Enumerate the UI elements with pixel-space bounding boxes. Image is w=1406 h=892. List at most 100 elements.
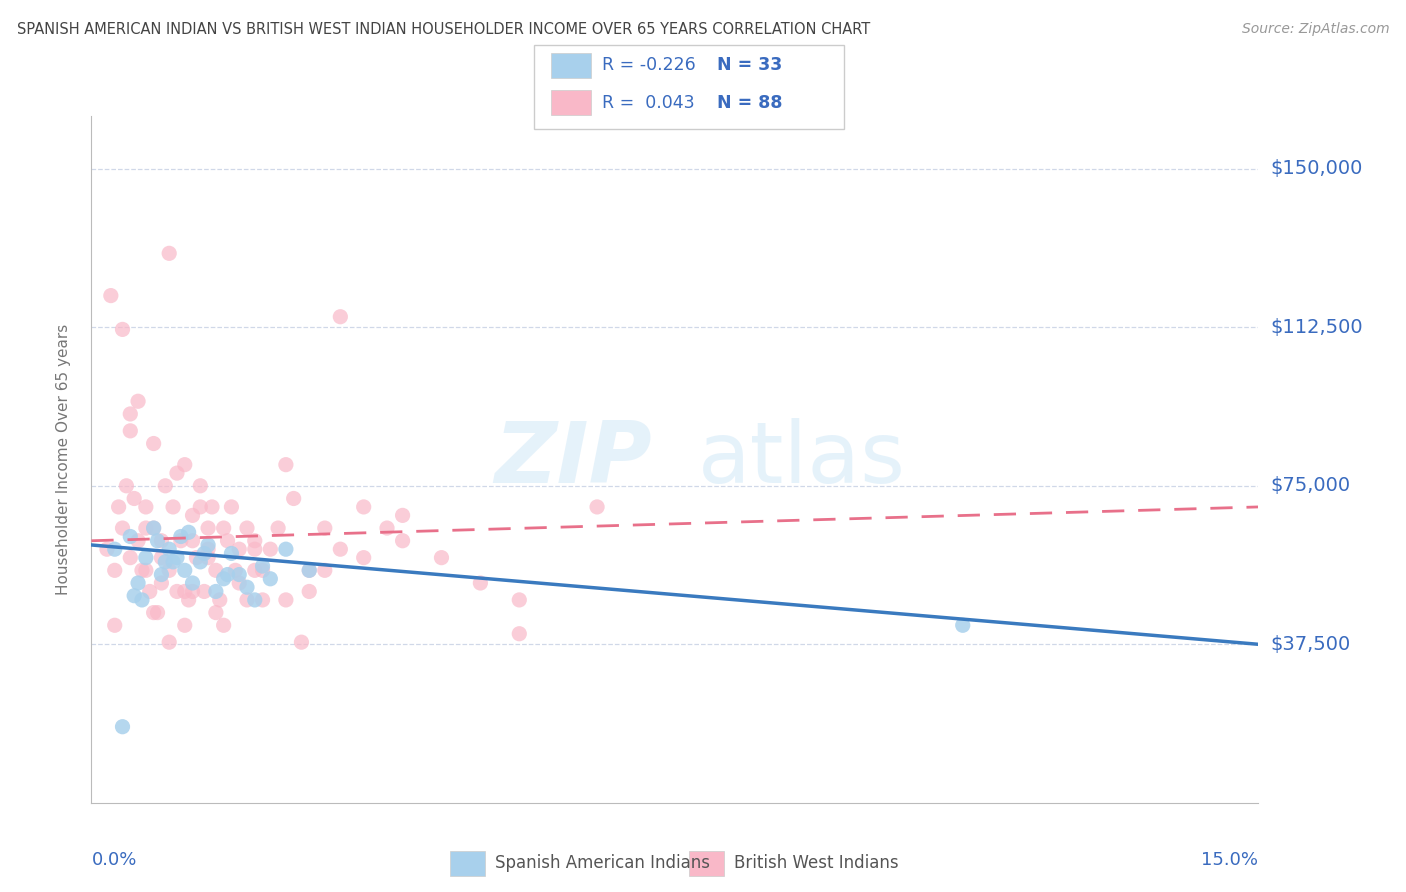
Point: [252, 559, 274, 574]
Point: [236, 521, 259, 535]
Point: [228, 567, 250, 582]
Point: [150, 533, 173, 548]
Point: [186, 550, 208, 565]
Point: [243, 542, 266, 557]
Point: [212, 618, 235, 632]
Point: [586, 500, 609, 514]
Point: [952, 618, 974, 632]
Point: [197, 542, 219, 557]
Point: [391, 533, 413, 548]
Point: [150, 576, 173, 591]
Point: [166, 584, 188, 599]
Point: [170, 533, 193, 548]
Point: [197, 538, 219, 552]
Point: [111, 322, 134, 336]
Point: [212, 521, 235, 535]
Point: [162, 500, 184, 514]
Point: [217, 567, 239, 582]
Point: [208, 593, 231, 607]
Point: [120, 550, 142, 565]
Point: [157, 246, 180, 260]
Point: [274, 458, 297, 472]
Point: [122, 491, 145, 506]
Point: [217, 533, 239, 548]
Point: [470, 576, 492, 591]
Point: [283, 491, 305, 506]
Y-axis label: Householder Income Over 65 years: Householder Income Over 65 years: [56, 324, 70, 595]
Point: [131, 593, 153, 607]
Text: Source: ZipAtlas.com: Source: ZipAtlas.com: [1241, 22, 1389, 37]
Text: Spanish American Indians: Spanish American Indians: [495, 855, 710, 872]
Point: [181, 508, 204, 523]
Point: [157, 635, 180, 649]
Text: $112,500: $112,500: [1270, 318, 1362, 337]
Text: British West Indians: British West Indians: [734, 855, 898, 872]
Point: [150, 567, 173, 582]
Point: [259, 542, 281, 557]
Point: [188, 479, 211, 493]
Point: [135, 500, 157, 514]
Point: [188, 555, 211, 569]
Point: [298, 563, 321, 577]
Text: $75,000: $75,000: [1270, 476, 1350, 495]
Point: [508, 626, 530, 640]
Text: $37,500: $37,500: [1270, 635, 1350, 654]
Point: [107, 500, 129, 514]
Point: [274, 593, 297, 607]
Point: [181, 584, 204, 599]
Point: [197, 521, 219, 535]
Point: [122, 589, 145, 603]
Point: [162, 555, 184, 569]
Point: [111, 521, 134, 535]
Point: [166, 466, 188, 480]
Point: [193, 584, 215, 599]
Point: [146, 606, 169, 620]
Point: [212, 572, 235, 586]
Point: [224, 563, 246, 577]
Text: 15.0%: 15.0%: [1201, 851, 1258, 869]
Point: [193, 546, 215, 560]
Point: [173, 563, 195, 577]
Point: [181, 576, 204, 591]
Point: [205, 584, 228, 599]
Point: [104, 618, 127, 632]
Point: [155, 555, 177, 569]
Point: [173, 618, 195, 632]
Point: [127, 576, 149, 591]
Point: [391, 508, 413, 523]
Text: SPANISH AMERICAN INDIAN VS BRITISH WEST INDIAN HOUSEHOLDER INCOME OVER 65 YEARS : SPANISH AMERICAN INDIAN VS BRITISH WEST …: [17, 22, 870, 37]
Point: [197, 550, 219, 565]
Point: [96, 542, 118, 557]
Point: [177, 593, 200, 607]
Point: [146, 533, 169, 548]
Point: [100, 288, 122, 302]
Point: [252, 593, 274, 607]
Point: [142, 606, 165, 620]
Point: [314, 563, 336, 577]
Point: [166, 550, 188, 565]
Text: N = 33: N = 33: [717, 56, 782, 74]
Point: [267, 521, 290, 535]
Point: [135, 550, 157, 565]
Text: R = -0.226: R = -0.226: [602, 56, 696, 74]
Point: [221, 546, 243, 560]
Point: [228, 542, 250, 557]
Point: [252, 563, 274, 577]
Point: [259, 572, 281, 586]
Point: [157, 542, 180, 557]
Point: [131, 563, 153, 577]
Point: [508, 593, 530, 607]
Point: [177, 525, 200, 540]
Point: [104, 542, 127, 557]
Point: [120, 407, 142, 421]
Point: [243, 593, 266, 607]
Point: [138, 584, 162, 599]
Point: [120, 529, 142, 543]
Point: [127, 533, 149, 548]
Point: [170, 529, 193, 543]
Point: [243, 533, 266, 548]
Point: [104, 563, 127, 577]
Point: [298, 584, 321, 599]
Point: [120, 424, 142, 438]
Point: [314, 521, 336, 535]
